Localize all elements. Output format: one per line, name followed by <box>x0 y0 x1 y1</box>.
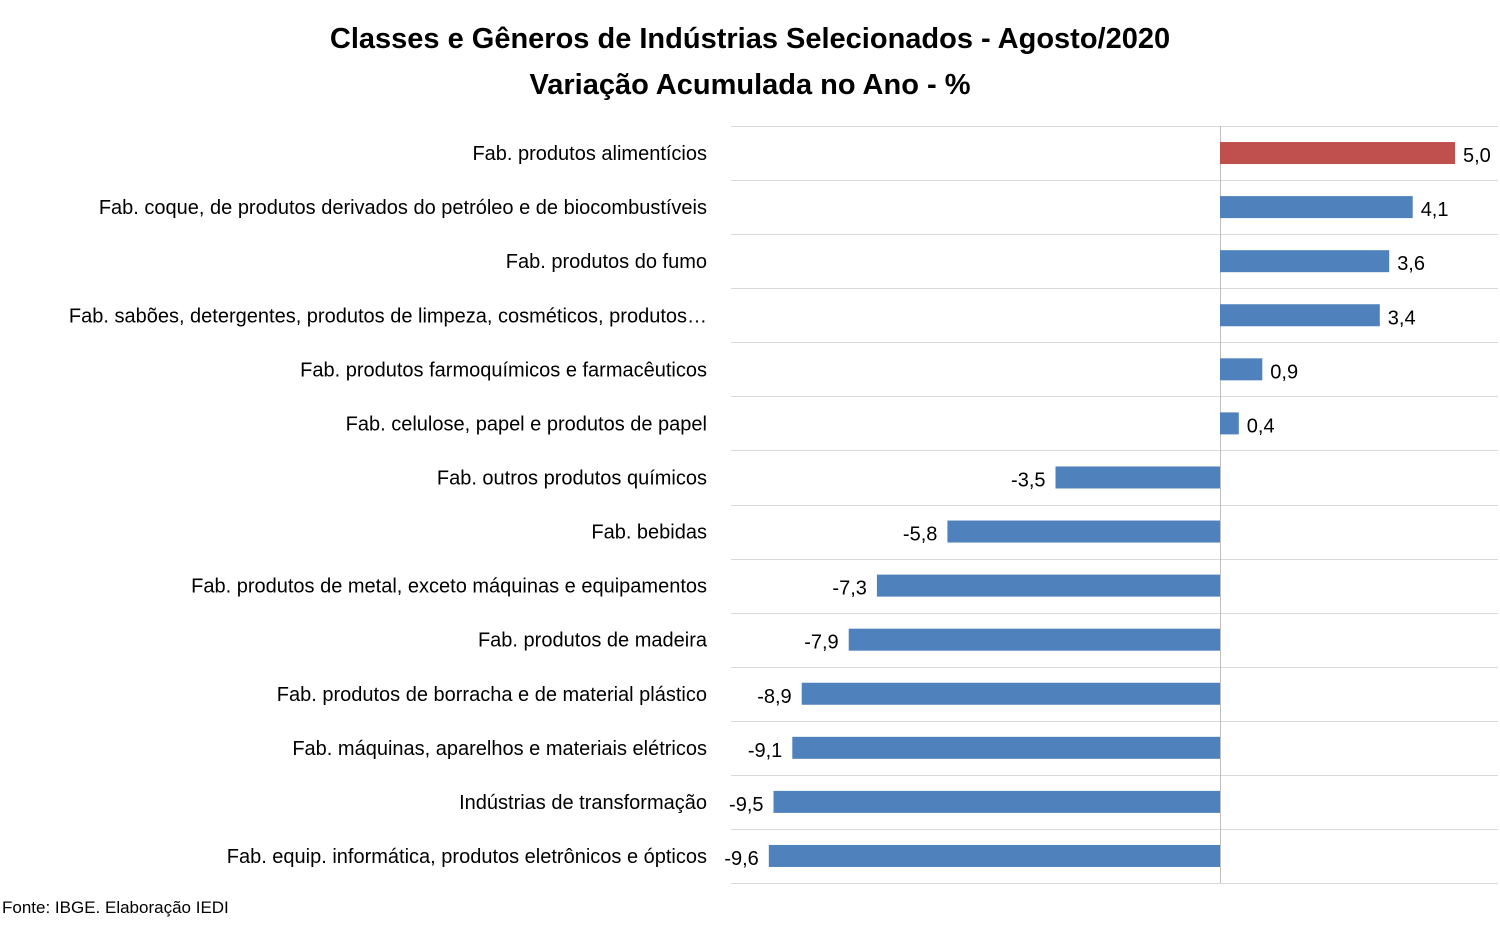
bar <box>848 628 1220 651</box>
category-label: Fab. produtos de metal, exceto máquinas … <box>191 576 707 598</box>
chart-title: Classes e Gêneros de Indústrias Selecion… <box>329 23 1171 55</box>
value-label: 0,4 <box>1247 415 1275 437</box>
value-label: 3,6 <box>1397 253 1425 275</box>
bar <box>1055 466 1220 489</box>
value-label: -9,5 <box>729 794 763 816</box>
value-label: 0,9 <box>1270 361 1298 383</box>
value-label: 5,0 <box>1463 145 1491 167</box>
bar <box>1220 250 1390 273</box>
chart-subtitle: Variação Acumulada no Ano - % <box>529 69 971 101</box>
category-label: Fab. produtos farmoquímicos e farmacêuti… <box>300 359 707 381</box>
category-label: Fab. coque, de produtos derivados do pet… <box>99 197 707 219</box>
bar <box>1220 142 1455 165</box>
category-labels: Fab. produtos alimentícios Fab. coque, de… <box>69 143 708 868</box>
bar <box>1220 358 1263 381</box>
category-label: Fab. sabões, detergentes, produtos de li… <box>69 305 707 327</box>
gridlines <box>731 126 1498 884</box>
value-label: 4,1 <box>1421 199 1449 221</box>
category-label: Fab. celulose, papel e produtos de papel <box>346 413 707 435</box>
bar <box>947 520 1220 543</box>
value-label: -8,9 <box>757 686 791 708</box>
category-label: Fab. outros produtos químicos <box>437 467 707 489</box>
source-note: Fonte: IBGE. Elaboração IEDI <box>2 898 229 917</box>
category-label: Fab. produtos de madeira <box>478 630 708 652</box>
category-label: Indústrias de transformação <box>459 792 707 814</box>
value-label: -9,1 <box>748 740 782 762</box>
value-label: -7,3 <box>832 578 866 600</box>
bar <box>768 844 1220 867</box>
value-label: 3,4 <box>1388 307 1416 329</box>
bar <box>1220 412 1239 435</box>
category-label: Fab. produtos do fumo <box>506 251 707 273</box>
value-label: -3,5 <box>1011 469 1045 491</box>
bar <box>876 574 1220 597</box>
category-label: Fab. bebidas <box>591 522 707 544</box>
bar <box>792 736 1220 759</box>
value-label: -9,6 <box>724 848 758 870</box>
value-labels: 5,0 4,1 3,6 3,4 0,9 0,4 -3,5 -5,8 -7,3 -7,9 -8,9 -9… <box>724 145 1490 870</box>
bar <box>1220 196 1413 219</box>
category-label: Fab. produtos de borracha e de material … <box>277 684 707 706</box>
bar <box>1220 304 1380 327</box>
value-label: -7,9 <box>804 632 838 654</box>
value-label: -5,8 <box>903 524 937 546</box>
category-label: Fab. máquinas, aparelhos e materiais elé… <box>292 738 707 760</box>
bar <box>773 790 1220 813</box>
bar <box>801 682 1220 705</box>
category-label: Fab. produtos alimentícios <box>472 143 707 165</box>
category-label: Fab. equip. informática, produtos eletrô… <box>227 846 707 868</box>
bars <box>768 142 1455 867</box>
